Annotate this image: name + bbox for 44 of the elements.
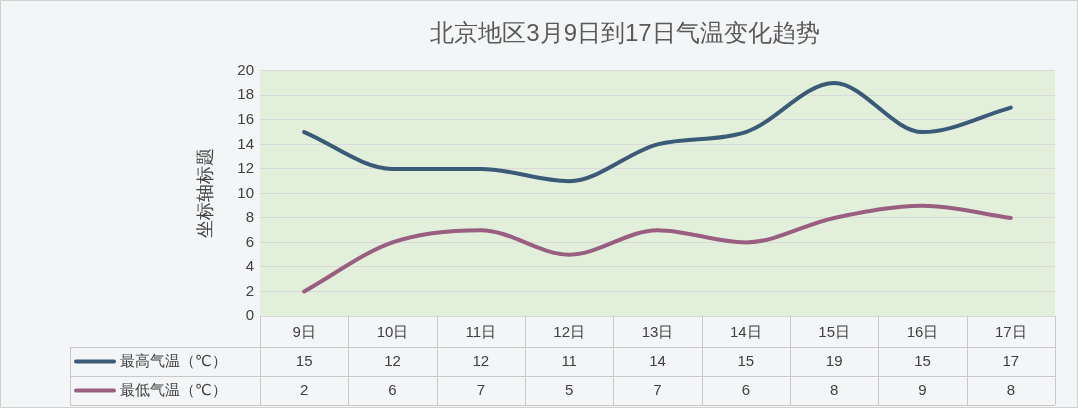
data-label: 17 — [1002, 351, 1020, 369]
data-label: 19 — [825, 351, 843, 369]
x-tick-label: 17日 — [994, 323, 1027, 341]
data-label: 15 — [914, 351, 931, 369]
x-tick-label: 16日 — [906, 323, 939, 341]
data-label: 5 — [564, 380, 574, 398]
x-tick-label: 12日 — [553, 323, 586, 341]
y-tick-label: 16 — [237, 109, 254, 127]
data-label: 12 — [472, 351, 490, 369]
data-label: 6 — [388, 380, 397, 398]
data-label: 8 — [829, 380, 839, 398]
line-series — [302, 203, 1013, 294]
x-tick-label: 11日 — [465, 323, 497, 341]
data-label: 6 — [741, 380, 751, 398]
chart-title: 北京地区3月9日到17日气温变化趋势 — [430, 19, 820, 47]
y-tick-label: 8 — [245, 208, 254, 226]
y-tick-label: 0 — [245, 306, 254, 324]
data-label: 14 — [649, 351, 666, 369]
y-axis-title: 坐标轴标题 — [194, 148, 215, 239]
legend-label: 最低气温（℃） — [120, 380, 227, 398]
y-tick-label: 14 — [237, 134, 254, 152]
data-label: 15 — [295, 351, 313, 369]
y-tick-label: 4 — [245, 257, 254, 275]
y-tick-label: 6 — [245, 232, 254, 250]
y-tick-label: 2 — [245, 281, 254, 299]
y-tick-label: 12 — [237, 159, 254, 177]
x-tick-label: 10日 — [376, 323, 409, 341]
x-tick-label: 13日 — [641, 323, 674, 341]
legend-label: 最高气温（℃） — [120, 351, 227, 369]
data-label: 12 — [384, 351, 401, 369]
y-tick-label: 20 — [237, 60, 254, 78]
y-tick-label: 18 — [237, 85, 254, 103]
data-label: 11 — [561, 351, 577, 369]
x-tick-label: 14日 — [729, 323, 762, 341]
data-label: 2 — [299, 380, 309, 398]
x-tick-label: 15日 — [818, 323, 851, 341]
data-label: 8 — [1006, 380, 1016, 398]
line-series — [302, 81, 1013, 184]
data-label: 15 — [737, 351, 755, 369]
data-label: 7 — [653, 380, 662, 398]
data-label: 9 — [918, 380, 927, 398]
x-tick-label: 9日 — [292, 323, 316, 341]
y-tick-label: 10 — [237, 183, 254, 201]
data-label: 7 — [476, 380, 486, 398]
